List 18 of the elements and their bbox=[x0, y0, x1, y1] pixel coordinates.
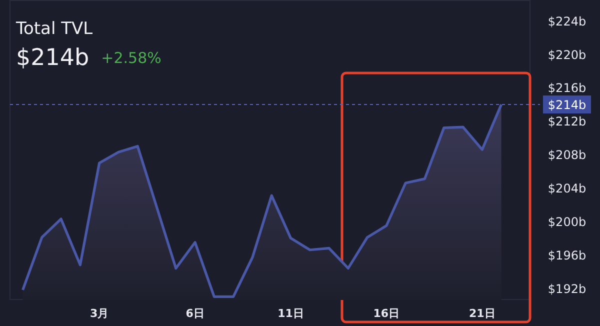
y-tick-label: $220b bbox=[548, 48, 586, 62]
x-tick-label: 6日 bbox=[186, 307, 204, 320]
y-tick-label: $196b bbox=[548, 248, 586, 262]
text: $214b bbox=[16, 45, 90, 71]
y-tick-label: $216b bbox=[548, 81, 586, 96]
y-tick-label: $208b bbox=[548, 148, 586, 162]
x-tick-label: 3月 bbox=[90, 307, 109, 320]
x-tick-label: 21日 bbox=[468, 307, 496, 320]
y-tick-label: $204b bbox=[548, 182, 586, 196]
x-tick-label: 11日 bbox=[278, 307, 304, 320]
y-tick-label: $192b bbox=[548, 282, 586, 296]
x-tick-label: 16日 bbox=[373, 307, 400, 320]
y-tick-label: $224b bbox=[548, 14, 586, 28]
y-tick-label: $212b bbox=[548, 114, 586, 129]
ref-line-label: $214b bbox=[548, 98, 586, 112]
y-tick-label: $200b bbox=[548, 214, 586, 229]
text: Total TVL bbox=[15, 19, 94, 39]
annotation: +2.58% bbox=[101, 49, 162, 67]
